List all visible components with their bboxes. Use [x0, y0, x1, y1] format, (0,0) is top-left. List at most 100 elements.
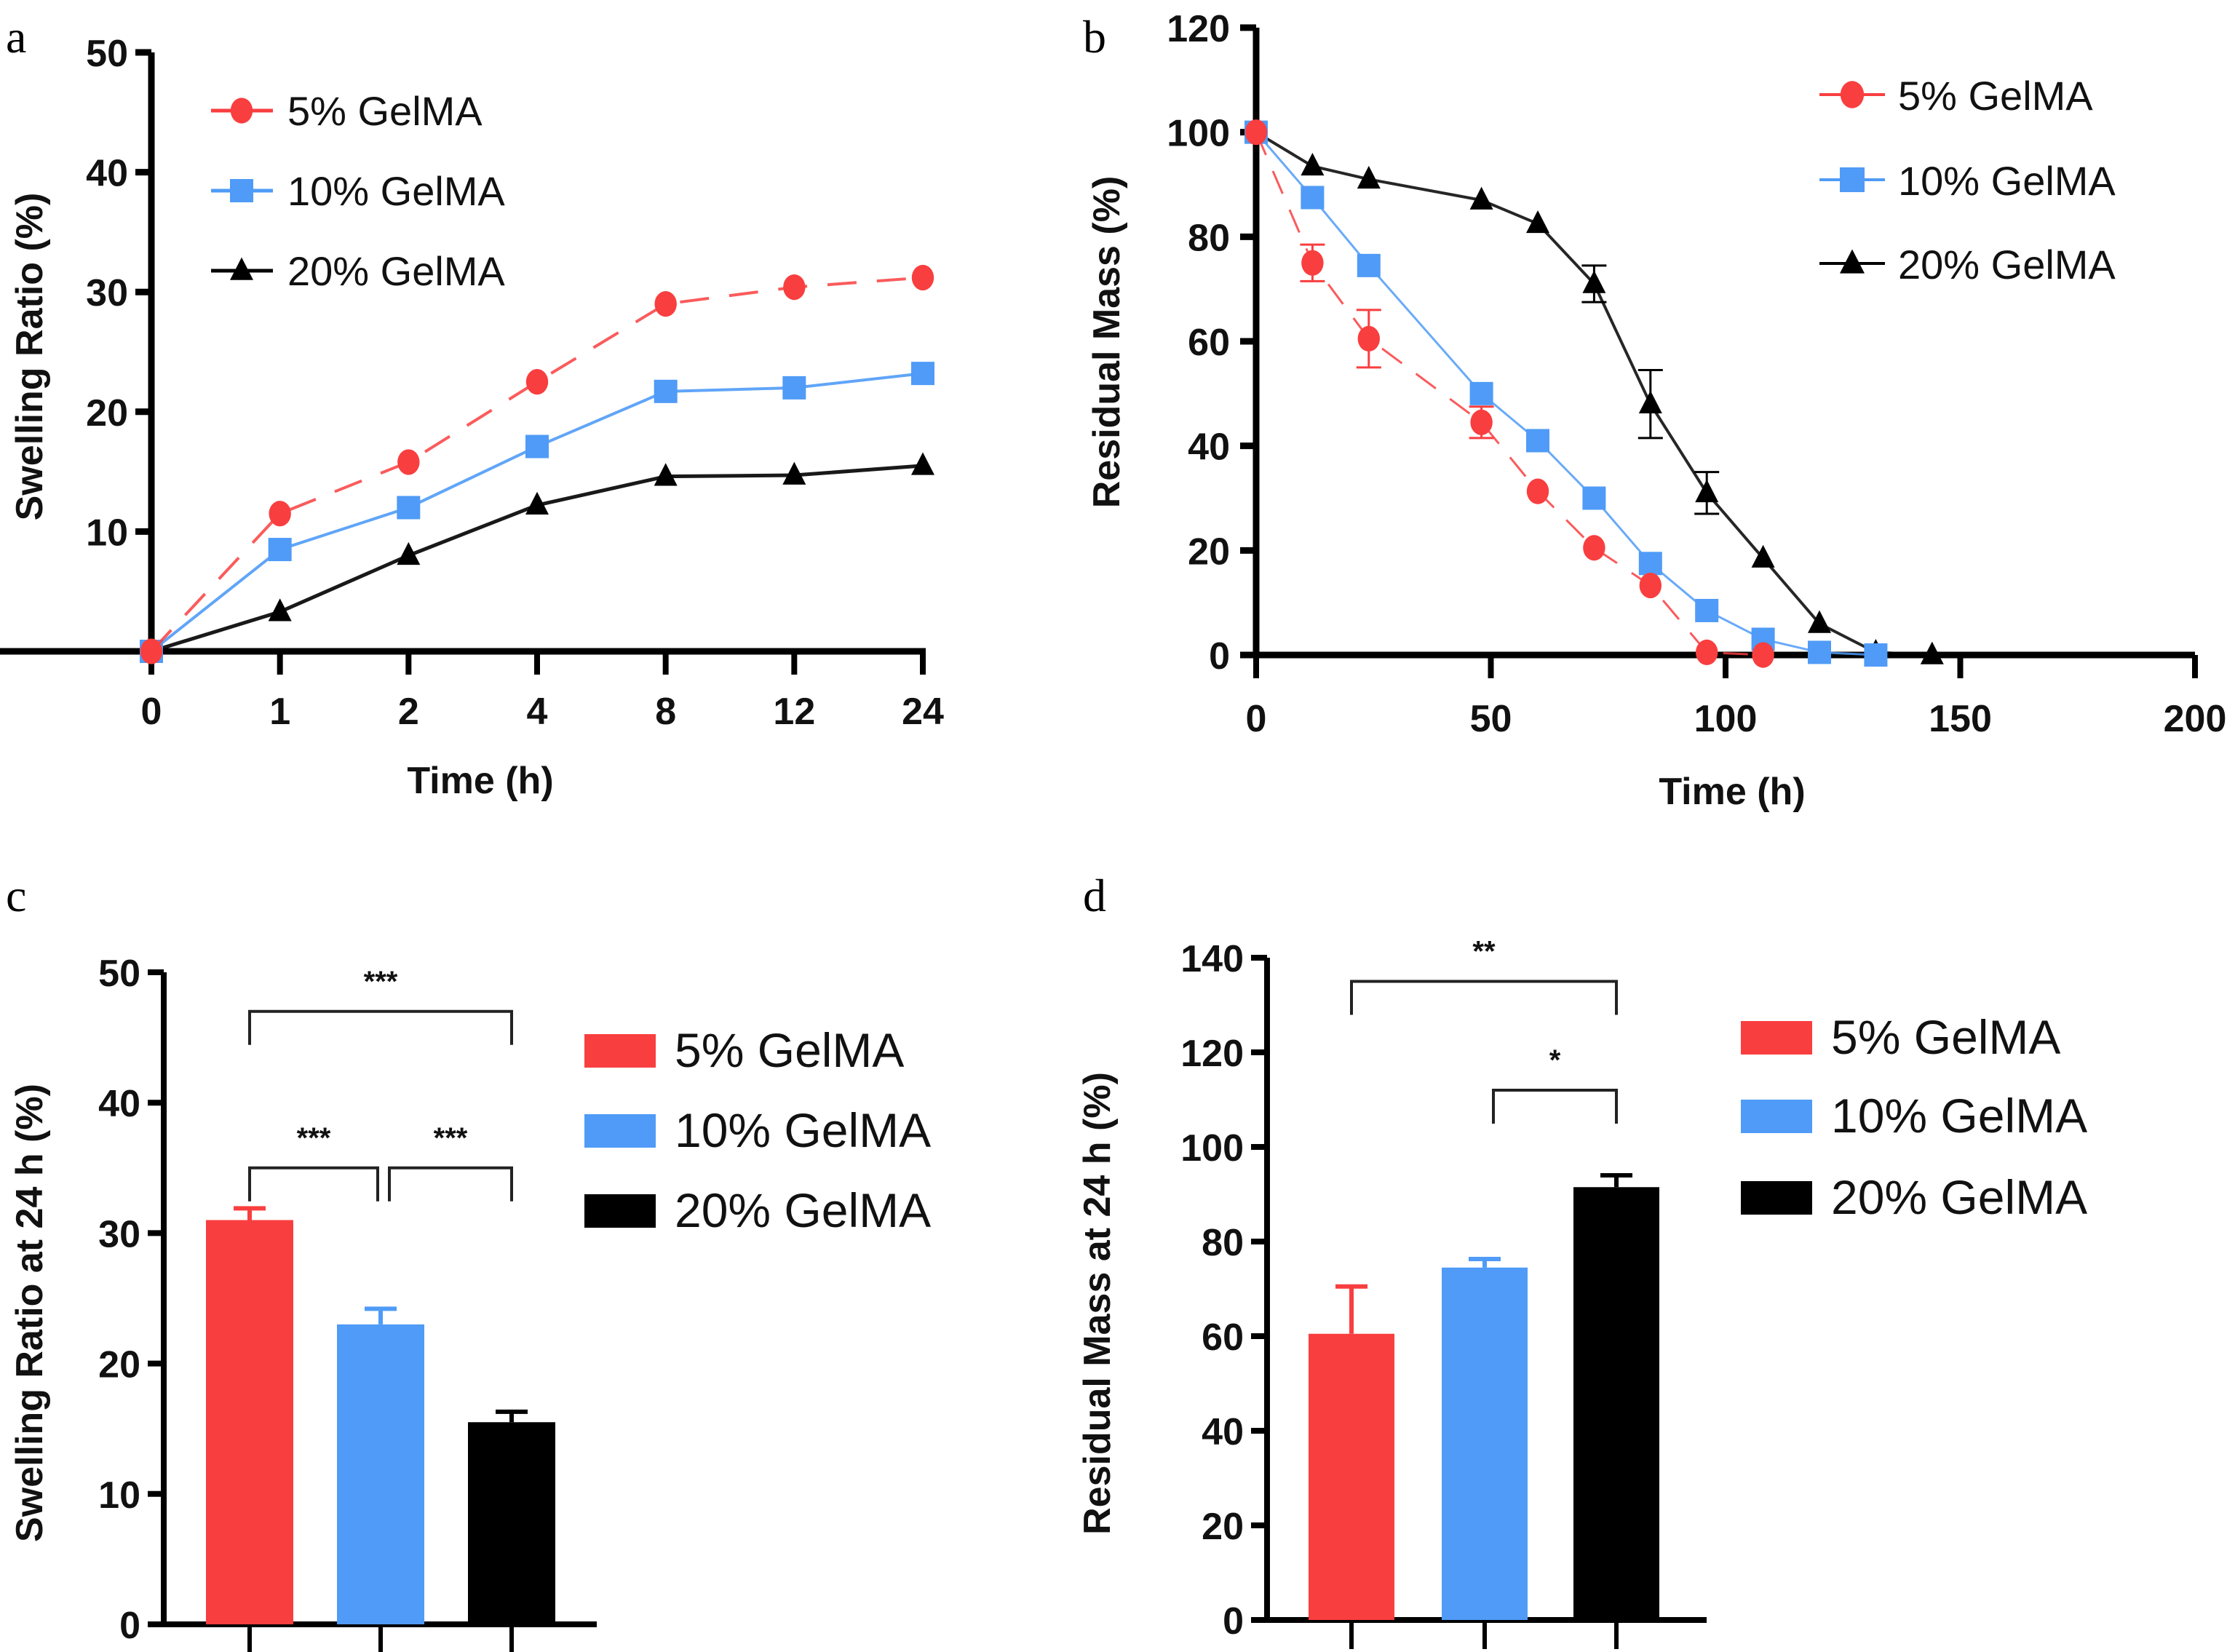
- panel-c-swelling-bar-chart: c 0 10 20 30 40 50 Swelling Ratio at 24 h (%) **…: [6, 870, 931, 1652]
- legend-marker-triangle: [230, 257, 253, 280]
- bar-1: [1442, 1267, 1528, 1620]
- y-tick-label: 20: [1188, 531, 1230, 573]
- panel-d-residual-mass-bar-chart: d 0 20 40 60 80 100 120 140 Residual Mass at 24 h…: [1076, 870, 2087, 1649]
- x-tick-label: 0: [1246, 698, 1267, 740]
- data-point-circle: [1752, 642, 1774, 668]
- panel-b-degradation-line-chart: b 0 20 40 60 80 100 120 0 50 100 150 200 Time (h) Resi…: [1083, 8, 2226, 813]
- data-point-triangle: [1808, 610, 1831, 633]
- y-tick-label: 40: [98, 1083, 140, 1125]
- panel-letter-b: b: [1083, 11, 1106, 63]
- data-point-square: [911, 362, 934, 386]
- bar-1: [337, 1324, 424, 1624]
- significance-label: *: [1549, 1044, 1561, 1076]
- legend-label: 5% GelMA: [1898, 73, 2093, 119]
- significance-bracket: [1492, 1089, 1618, 1124]
- data-point-triangle: [525, 491, 549, 515]
- legend-swatch: [584, 1114, 656, 1148]
- y-tick-label: 40: [1202, 1411, 1244, 1453]
- y-tick-label: 80: [1188, 217, 1230, 259]
- data-point-square: [1695, 598, 1719, 622]
- data-point-circle: [1526, 478, 1549, 504]
- data-point-circle: [1696, 639, 1718, 666]
- data-point-triangle: [268, 598, 292, 622]
- legend-label: 5% GelMA: [1831, 1010, 2060, 1064]
- data-point-triangle: [1638, 390, 1662, 413]
- y-tick-label: 120: [1167, 8, 1230, 50]
- data-point-triangle: [1301, 152, 1325, 176]
- data-point-circle: [1470, 409, 1493, 435]
- significance-bracket: [248, 1009, 513, 1045]
- data-point-triangle: [1357, 165, 1381, 189]
- data-point-triangle: [1526, 210, 1549, 234]
- y-axis-title: Residual Mass (%): [1086, 176, 1128, 509]
- legend-swatch: [1741, 1021, 1812, 1055]
- data-point-triangle: [654, 463, 678, 486]
- bar-0: [1309, 1333, 1394, 1620]
- legend-swatch: [1741, 1100, 1812, 1133]
- x-axis-title: Time (h): [1659, 771, 1805, 813]
- x-tick-label: 24: [902, 691, 944, 733]
- y-tick-label: 140: [1180, 938, 1244, 980]
- panel-letter-d: d: [1083, 870, 1106, 921]
- y-tick-label: 30: [98, 1213, 140, 1255]
- series-line-0: [150, 276, 924, 653]
- data-point-triangle: [1751, 544, 1775, 568]
- y-axis-title: Residual Mass at 24 h (%): [1076, 1072, 1119, 1535]
- y-axis-title: Swelling Ratio (%): [9, 193, 51, 521]
- x-axis-title: Time (h): [407, 760, 553, 802]
- legend-marker-circle: [1840, 81, 1865, 108]
- legend-marker-square: [1840, 167, 1865, 192]
- y-tick-label: 120: [1180, 1033, 1244, 1075]
- data-point-square: [1357, 253, 1381, 277]
- y-tick-label: 30: [86, 272, 128, 314]
- x-tick-label: 150: [1929, 698, 1992, 740]
- x-tick-label: 0: [141, 691, 162, 733]
- data-point-square: [268, 538, 292, 562]
- x-tick-label: 8: [655, 691, 676, 733]
- data-point-circle: [1639, 572, 1662, 599]
- significance-bracket: [248, 1166, 379, 1202]
- data-point-circle: [269, 501, 291, 527]
- y-tick-label: 10: [98, 1474, 140, 1517]
- data-point-square: [654, 379, 678, 403]
- bar-2: [1573, 1187, 1659, 1620]
- legend-marker-triangle: [1840, 249, 1865, 274]
- significance-bracket: [1350, 980, 1618, 1015]
- significance-bracket: [388, 1166, 513, 1202]
- y-tick-label: 40: [1188, 426, 1230, 469]
- x-tick-label: 50: [1470, 698, 1512, 740]
- legend-swatch: [584, 1194, 656, 1228]
- y-tick-label: 10: [86, 512, 128, 554]
- x-tick-label: 2: [398, 691, 419, 733]
- data-point-square: [1526, 429, 1549, 453]
- y-tick-label: 0: [1223, 1600, 1244, 1643]
- y-tick-label: 50: [98, 953, 140, 995]
- y-tick-label: 60: [1202, 1317, 1244, 1359]
- data-point-triangle: [397, 541, 421, 565]
- y-tick-label: 20: [86, 392, 128, 434]
- significance-label: ***: [364, 966, 398, 998]
- legend-label: 10% GelMA: [1898, 158, 2116, 204]
- panel-letter-a: a: [6, 11, 26, 63]
- data-point-square: [1469, 381, 1493, 405]
- y-tick-label: 0: [1209, 635, 1230, 678]
- data-point-square: [1582, 486, 1606, 510]
- y-tick-label: 50: [86, 33, 128, 75]
- data-point-triangle: [1469, 186, 1493, 210]
- series-line-2: [1255, 130, 1932, 656]
- x-tick-label: 200: [2164, 698, 2227, 740]
- y-axis-title: Swelling Ratio at 24 h (%): [9, 1084, 51, 1542]
- legend-label: 5% GelMA: [675, 1023, 904, 1077]
- legend-swatch: [1741, 1181, 1812, 1215]
- y-tick-label: 60: [1188, 322, 1230, 364]
- data-point-square: [525, 434, 549, 458]
- data-point-circle: [783, 274, 806, 301]
- data-point-triangle: [782, 461, 806, 485]
- legend-label: 20% GelMA: [1898, 242, 2116, 287]
- data-point-square: [1638, 552, 1662, 576]
- legend-label: 10% GelMA: [1831, 1089, 2087, 1143]
- data-point-triangle: [1695, 479, 1719, 503]
- legend-label: 20% GelMA: [1831, 1170, 2087, 1224]
- data-point-circle: [911, 264, 934, 291]
